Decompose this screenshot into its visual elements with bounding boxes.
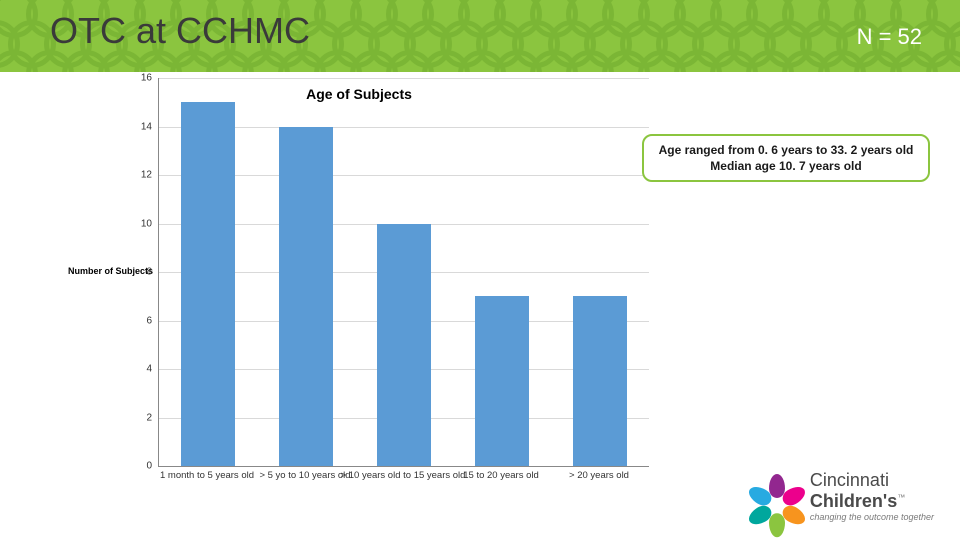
slide-header: OTC at CCHMC N = 52 bbox=[0, 0, 960, 72]
plot-area bbox=[158, 78, 649, 467]
logo-petal bbox=[769, 513, 785, 537]
y-tick-label: 16 bbox=[118, 73, 152, 84]
bar bbox=[181, 102, 235, 466]
y-tick-label: 14 bbox=[118, 121, 152, 132]
y-tick-label: 8 bbox=[118, 267, 152, 278]
logo-text: Cincinnati Children's™ changing the outc… bbox=[810, 470, 934, 522]
logo-flower-icon bbox=[752, 471, 802, 521]
x-tick-label: > 10 years old to 15 years old bbox=[341, 470, 466, 481]
y-tick-label: 6 bbox=[118, 315, 152, 326]
y-tick-label: 2 bbox=[118, 412, 152, 423]
x-tick-label: > 20 years old bbox=[569, 470, 629, 481]
annotation-line-2: Median age 10. 7 years old bbox=[652, 158, 920, 174]
y-tick-label: 4 bbox=[118, 364, 152, 375]
cincinnati-childrens-logo: Cincinnati Children's™ changing the outc… bbox=[752, 470, 934, 522]
y-tick-label: 0 bbox=[118, 461, 152, 472]
bar bbox=[377, 224, 431, 467]
trademark-icon: ™ bbox=[897, 493, 905, 502]
logo-brand: Cincinnati Children's™ bbox=[810, 470, 934, 512]
age-summary-annotation: Age ranged from 0. 6 years to 33. 2 year… bbox=[642, 134, 930, 182]
y-tick-label: 10 bbox=[118, 218, 152, 229]
bar bbox=[475, 296, 529, 466]
age-chart: Age of Subjects Number of Subjects 02468… bbox=[68, 78, 650, 498]
x-tick-label: > 5 yo to 10 years old bbox=[259, 470, 350, 481]
gridline bbox=[159, 78, 649, 79]
annotation-line-1: Age ranged from 0. 6 years to 33. 2 year… bbox=[652, 142, 920, 158]
sample-size-label: N = 52 bbox=[857, 24, 922, 50]
y-tick-label: 12 bbox=[118, 170, 152, 181]
slide-title: OTC at CCHMC bbox=[50, 10, 310, 52]
bar bbox=[573, 296, 627, 466]
logo-tagline: changing the outcome together bbox=[810, 512, 934, 522]
x-tick-label: 15 to 20 years old bbox=[463, 470, 539, 481]
bar bbox=[279, 127, 333, 467]
x-tick-label: 1 month to 5 years old bbox=[160, 470, 254, 481]
